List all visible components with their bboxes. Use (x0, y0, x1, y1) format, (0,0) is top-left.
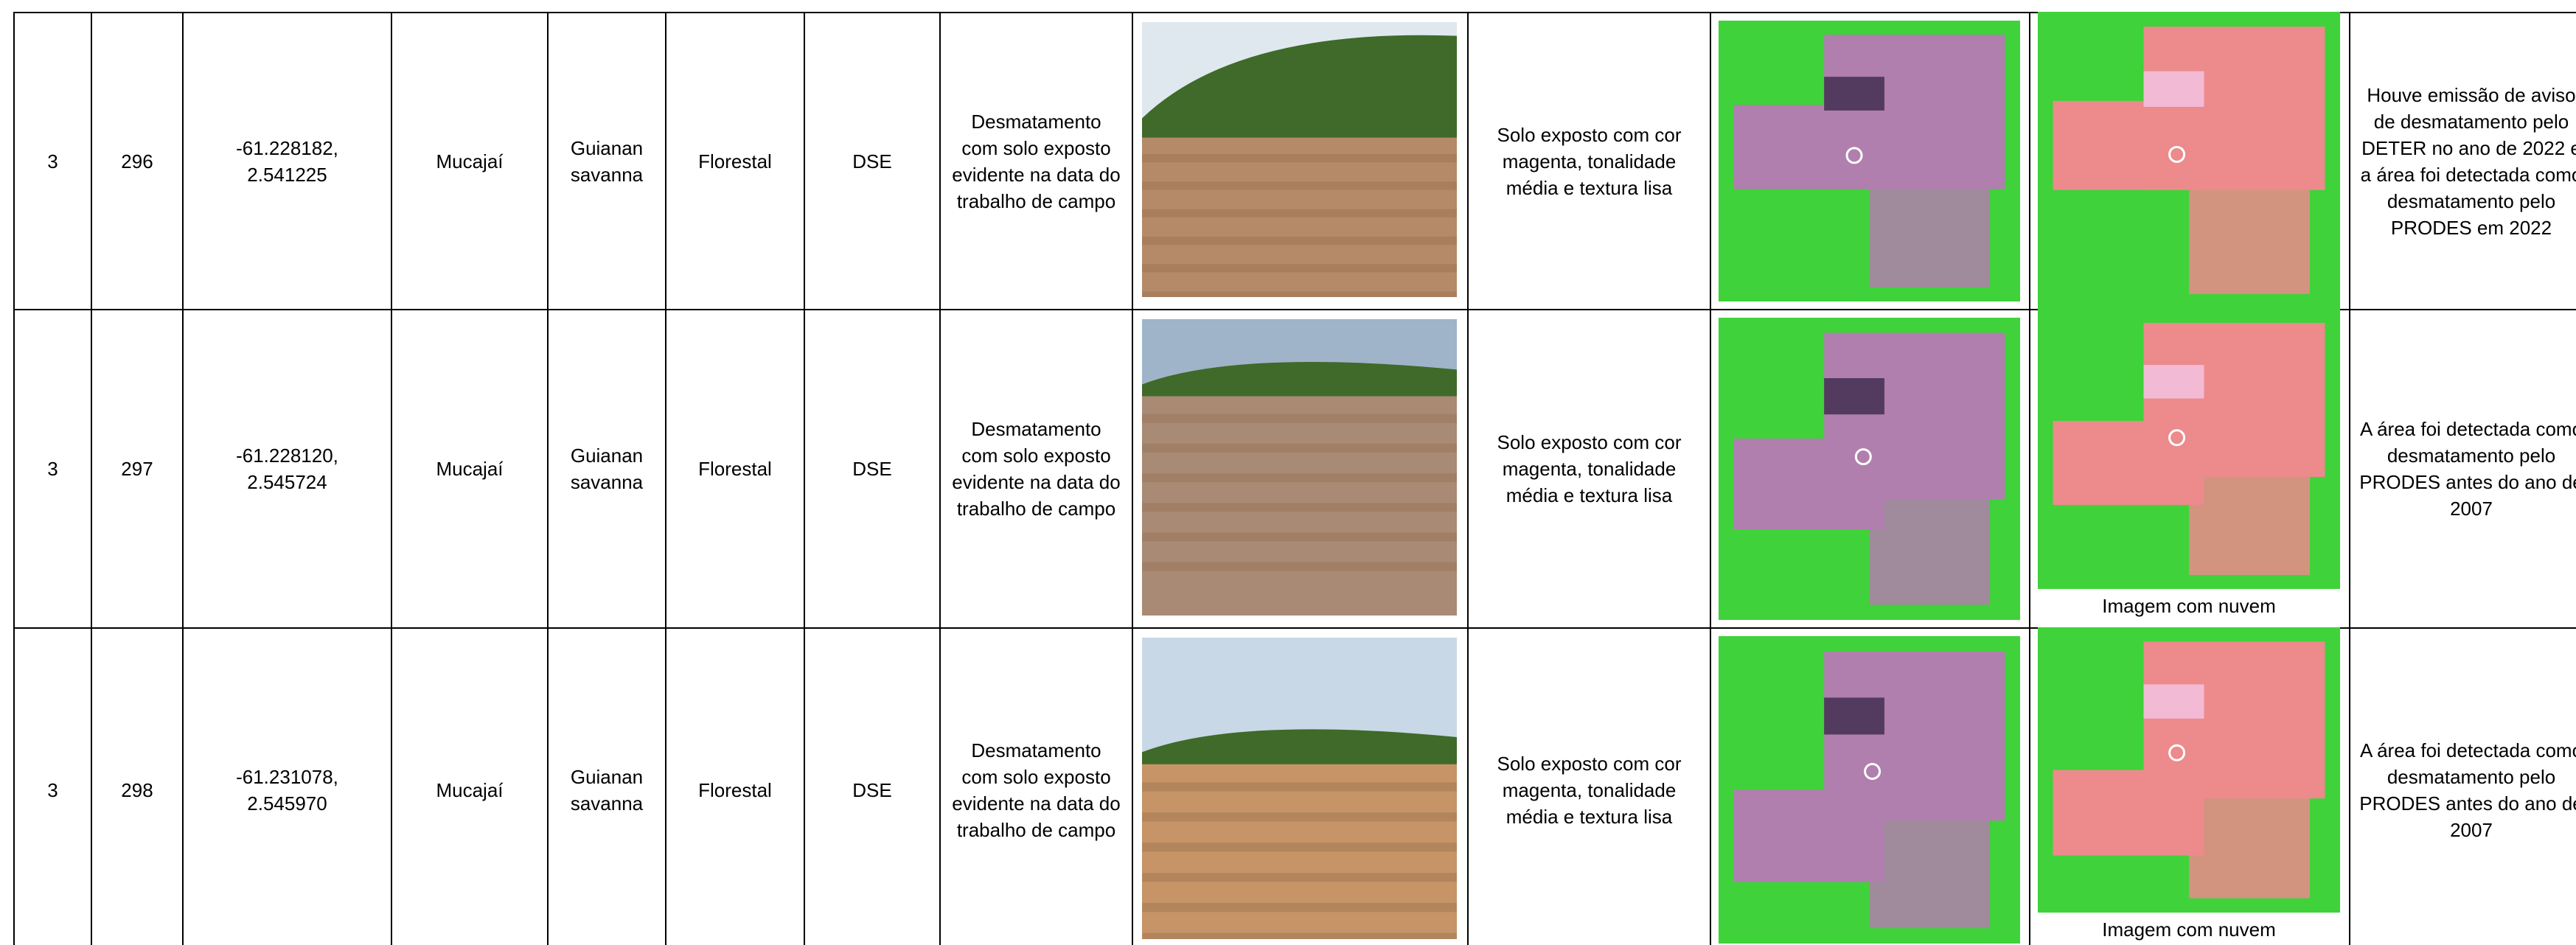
table-cell: Desmatamento com solo exposto evidente n… (939, 627, 1132, 945)
note-cell: A área foi detectada como desmatamento p… (2349, 627, 2576, 945)
table-cell: 298 (91, 627, 182, 945)
photo-cell (1132, 309, 1467, 627)
photo-cell (1132, 627, 1467, 945)
table-cell: -61.228182, 2.541225 (182, 12, 391, 309)
field-photo (1142, 638, 1457, 939)
table-cell: Florestal (665, 12, 804, 309)
note-cell: A área foi detectada como desmatamento p… (2349, 309, 2576, 627)
image-cell (1710, 309, 2029, 627)
table-cell: Florestal (665, 627, 804, 945)
table-cell: Florestal (665, 309, 804, 627)
image-cell (1710, 12, 2029, 309)
field-photo (1142, 319, 1457, 616)
satellite-image (2038, 12, 2340, 309)
image-caption: Imagem com nuvem (2102, 918, 2276, 941)
field-photo (1142, 22, 1457, 297)
satellite-image (1719, 636, 2020, 944)
interpretation-cell: Solo exposto com cor magenta, tonalidade… (1467, 309, 1710, 627)
satellite-image (1719, 318, 2020, 620)
table-cell: 3 (13, 12, 91, 309)
table-cell: Guianan savanna (547, 309, 665, 627)
satellite-image (1719, 21, 2020, 301)
table-cell: DSE (804, 627, 939, 945)
image-caption: Imagem com nuvem (2102, 595, 2276, 617)
interpretation-cell: Solo exposto com cor magenta, tonalidade… (1467, 627, 1710, 945)
note-cell: Houve emissão de aviso de desmatamento p… (2349, 12, 2576, 309)
image-cell (1710, 627, 2029, 945)
table-cell: Guianan savanna (547, 12, 665, 309)
satellite-image (2038, 309, 2340, 589)
table-cell: DSE (804, 309, 939, 627)
table-cell: Guianan savanna (547, 627, 665, 945)
table-cell: 3 (13, 627, 91, 945)
table-cell: -61.228120, 2.545724 (182, 309, 391, 627)
table-cell: Desmatamento com solo exposto evidente n… (939, 309, 1132, 627)
interpretation-cell: Solo exposto com cor magenta, tonalidade… (1467, 12, 1710, 309)
table-cell: DSE (804, 12, 939, 309)
table-cell: Desmatamento com solo exposto evidente n… (939, 12, 1132, 309)
table-cell: 296 (91, 12, 182, 309)
table-cell: 3 (13, 309, 91, 627)
table-cell: Mucajaí (391, 12, 547, 309)
satellite-image (2038, 627, 2340, 913)
table-cell: Mucajaí (391, 309, 547, 627)
table-cell: 297 (91, 309, 182, 627)
table-cell: Mucajaí (391, 627, 547, 945)
table-cell: -61.231078, 2.545970 (182, 627, 391, 945)
photo-cell (1132, 12, 1467, 309)
